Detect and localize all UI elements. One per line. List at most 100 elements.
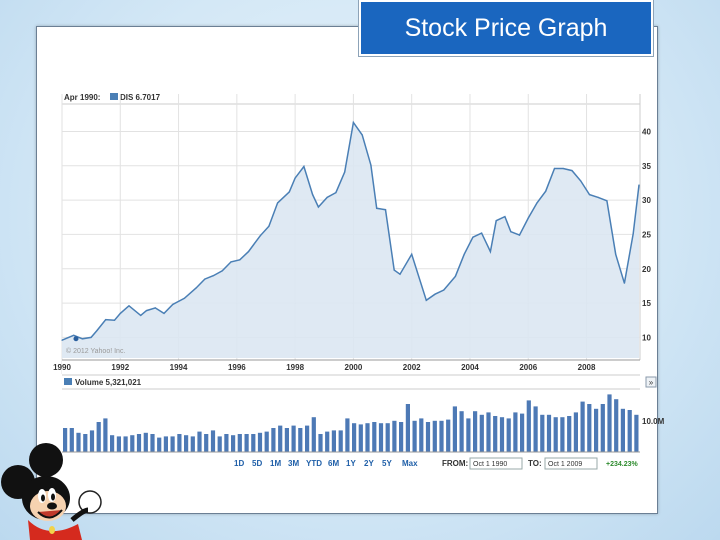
volume-bar — [96, 422, 101, 452]
price-point — [615, 253, 617, 255]
chart-copyright: © 2012 Yahoo! Inc. — [66, 347, 125, 355]
volume-bar — [587, 404, 592, 452]
price-point — [361, 134, 363, 136]
y-tick-label: 10 — [642, 333, 651, 342]
price-point — [454, 275, 456, 277]
x-tick-label: 1990 — [53, 363, 71, 372]
volume-bar — [311, 417, 316, 452]
volume-bar — [264, 431, 269, 452]
volume-bar — [210, 430, 216, 452]
price-point — [277, 202, 279, 204]
price-point — [384, 209, 387, 211]
price-point — [128, 305, 130, 307]
x-tick-label: 2006 — [519, 363, 537, 372]
legend-swatch — [110, 93, 118, 100]
price-point — [580, 180, 582, 182]
price-point — [588, 194, 591, 196]
price-point — [90, 336, 92, 338]
price-point — [105, 319, 107, 321]
volume-bar — [103, 418, 108, 452]
range-button-5d[interactable]: 5D — [252, 459, 262, 468]
range-button-1y[interactable]: 1Y — [346, 459, 356, 468]
volume-bar — [76, 432, 81, 452]
range-button-5y[interactable]: 5Y — [382, 459, 392, 468]
volume-bar — [479, 414, 484, 452]
volume-bar — [63, 428, 68, 452]
percent-change: +234.23% — [606, 461, 638, 468]
volume-bar — [170, 436, 175, 452]
to-date-input[interactable] — [544, 457, 598, 470]
price-point — [212, 275, 215, 277]
price-point — [288, 191, 290, 193]
y-tick-label: 15 — [642, 299, 651, 308]
volume-bar — [553, 417, 558, 452]
volume-bar — [224, 434, 229, 452]
volume-bar — [473, 411, 478, 452]
expand-button[interactable]: » — [645, 376, 657, 388]
volume-bar — [244, 434, 249, 452]
volume-bar — [184, 435, 189, 452]
price-point — [145, 310, 148, 312]
expand-icon[interactable]: » — [649, 378, 654, 387]
price-y-axis: 10 15 20 25 30 35 40 — [642, 127, 651, 342]
volume-bar — [600, 404, 605, 452]
price-point — [352, 121, 354, 124]
volume-bar — [372, 422, 377, 452]
volume-bar — [486, 412, 491, 452]
volume-bar — [83, 434, 88, 452]
legend-date: Apr 1990: — [64, 93, 100, 102]
mickey-left-pupil — [41, 494, 45, 502]
price-point — [119, 312, 121, 314]
volume-bar — [513, 412, 518, 452]
mickey-smile — [37, 509, 63, 519]
price-area — [61, 120, 640, 358]
price-point — [632, 233, 634, 235]
volume-bar — [217, 436, 222, 452]
volume-bar — [110, 435, 115, 452]
volume-axis-label: 10.0M — [642, 417, 665, 426]
volume-bar — [634, 414, 639, 452]
volume-bar — [231, 435, 236, 452]
volume-bar — [150, 434, 155, 452]
price-point — [239, 259, 241, 261]
from-label: FROM: — [442, 459, 468, 468]
price-point — [536, 202, 538, 204]
range-button-1d[interactable]: 1D — [234, 459, 244, 468]
range-button-2y[interactable]: 2Y — [364, 459, 374, 468]
range-button-3m[interactable]: 3M — [288, 459, 299, 468]
x-tick-label: 2004 — [461, 363, 479, 372]
price-point — [183, 297, 185, 299]
volume-bar — [466, 418, 471, 452]
volume-legend: Volume 5,321,021 — [62, 374, 640, 390]
volume-legend-swatch — [64, 378, 72, 385]
mickey-shirt — [28, 520, 82, 540]
price-point — [518, 234, 521, 236]
price-point — [504, 216, 506, 218]
y-tick-label: 35 — [642, 162, 651, 171]
volume-bar — [385, 423, 390, 452]
price-point — [317, 206, 319, 208]
x-tick-label: 1992 — [111, 363, 129, 372]
price-point — [606, 200, 608, 202]
expand-button-box[interactable] — [645, 376, 657, 388]
price-point — [443, 289, 445, 291]
from-date-input[interactable] — [469, 457, 523, 470]
volume-bar — [278, 425, 283, 452]
y-tick-label: 30 — [642, 196, 651, 205]
price-point — [434, 293, 436, 295]
volume-bar — [439, 420, 444, 452]
range-button-6m[interactable]: 6M — [328, 459, 339, 468]
x-tick-label: 2002 — [403, 363, 421, 372]
volume-bar — [305, 425, 310, 452]
range-button-ytd[interactable]: YTD — [306, 459, 322, 468]
range-button-1m[interactable]: 1M — [270, 459, 281, 468]
volume-bar — [325, 431, 330, 452]
volume-bar — [526, 400, 531, 452]
x-tick-label: 2008 — [578, 363, 596, 372]
volume-bar — [298, 428, 303, 452]
volume-bar — [425, 422, 431, 452]
price-point — [553, 167, 556, 170]
x-tick-label: 2000 — [345, 363, 363, 372]
range-button-max[interactable]: Max — [402, 459, 418, 468]
price-point — [411, 253, 413, 255]
